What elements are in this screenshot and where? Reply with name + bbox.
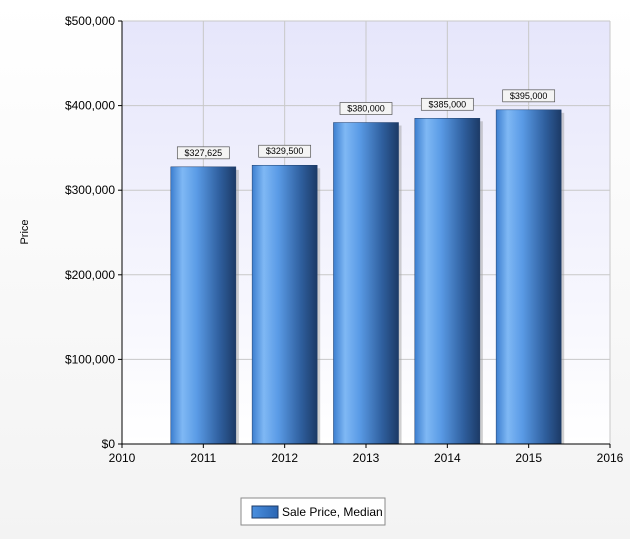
y-tick-label: $200,000 [65, 268, 115, 282]
data-label: $327,625 [185, 148, 223, 158]
y-axis-title: Price [19, 219, 31, 244]
y-tick-label: $500,000 [65, 14, 115, 28]
bar [170, 166, 237, 445]
y-tick-labels: $0 $100,000 $200,000 $300,000 $400,000 $500,0… [65, 14, 122, 451]
data-label: $395,000 [510, 91, 548, 101]
data-label-box [502, 89, 556, 103]
x-tick-label: 2016 [597, 451, 624, 465]
data-label-box [339, 102, 393, 115]
x-tick-label: 2013 [353, 451, 380, 465]
bar [333, 122, 399, 445]
data-label-box [420, 97, 474, 111]
x-tick-label: 2012 [271, 451, 298, 465]
x-tick-label: 2011 [190, 451, 216, 465]
bar [495, 109, 562, 445]
legend-swatch [251, 505, 279, 519]
data-label-box [176, 146, 230, 160]
bar [251, 164, 318, 445]
y-tick-label: $300,000 [65, 183, 115, 197]
data-label: $385,000 [429, 99, 467, 109]
x-tick-label: 2010 [109, 451, 136, 465]
data-label-box [258, 144, 312, 158]
y-tick-label: $400,000 [65, 99, 115, 113]
x-tick-label: 2015 [515, 451, 542, 465]
legend-label: Sale Price, Median [282, 505, 383, 519]
data-labels: $327,625 $329,500 $380,000 $385,000 $395,000 [176, 89, 556, 160]
bar [414, 118, 481, 445]
data-label: $329,500 [266, 146, 304, 156]
x-tick-labels: 2010 2011 2012 2013 2014 2015 2016 [109, 444, 624, 465]
bar-series [170, 109, 565, 445]
x-tick-label: 2014 [434, 451, 461, 465]
y-tick-label: $0 [102, 437, 116, 451]
y-tick-label: $100,000 [65, 352, 115, 366]
data-label: $380,000 [347, 104, 385, 114]
legend: Sale Price, Median [240, 497, 386, 526]
